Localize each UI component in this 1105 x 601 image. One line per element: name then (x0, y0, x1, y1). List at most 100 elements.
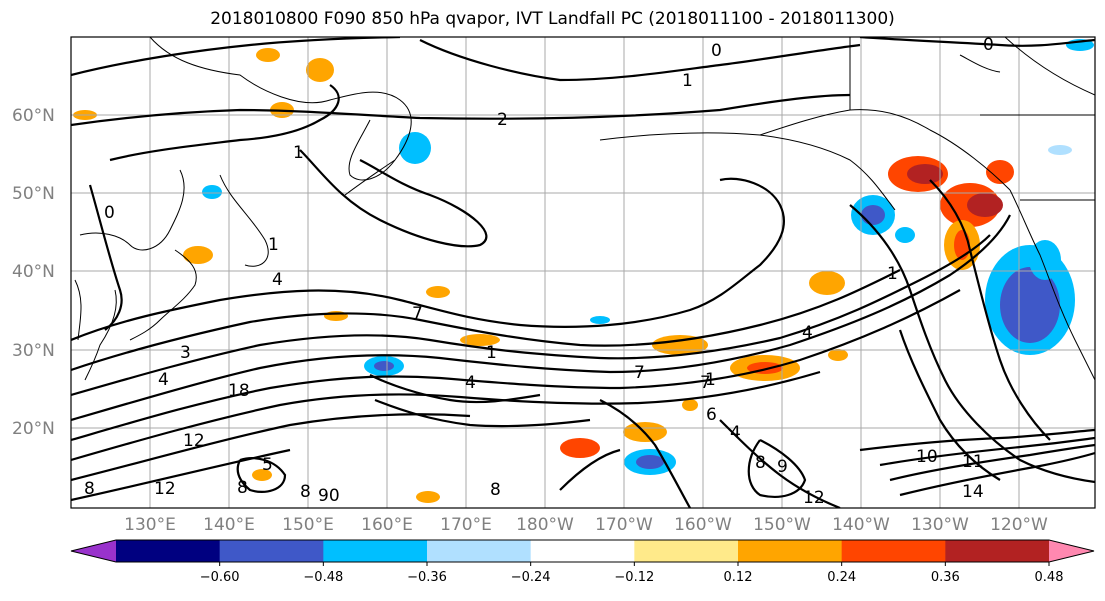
colorbar-tick-label: 0.24 (827, 570, 856, 585)
negative-anomaly-patch (861, 205, 885, 225)
contour-label: 1 (887, 264, 898, 284)
contour-label: 4 (802, 323, 813, 343)
lat-label: 40°N (12, 262, 55, 282)
positive-anomaly-patch (306, 58, 334, 82)
contour-label: 6 (706, 405, 717, 425)
colorbar-swatch (738, 540, 843, 562)
contour-label: 9 (777, 457, 788, 477)
positive-anomaly-patch (809, 271, 845, 295)
colorbar-tick-label: −0.24 (511, 570, 551, 585)
colorbar-tick-label: −0.36 (407, 570, 447, 585)
contour-label: 11 (962, 452, 984, 472)
colorbar-tick-label: 0.36 (931, 570, 960, 585)
colorbar-swatch (634, 540, 739, 562)
positive-anomaly-patch (907, 164, 943, 184)
colorbar-swatches (116, 540, 1050, 562)
negative-anomaly-patch (636, 455, 664, 469)
colorbar-swatch (945, 540, 1050, 562)
contour-label: 12 (154, 479, 176, 499)
negative-anomaly-patch (202, 185, 222, 199)
positive-anomaly-patch (256, 48, 280, 62)
negative-anomaly-patch (374, 361, 394, 371)
contour-label: 0 (711, 41, 722, 61)
lat-label: 30°N (12, 341, 55, 361)
contour-label: 4 (730, 423, 741, 443)
lat-label: 60°N (12, 106, 55, 126)
contour-label: 4 (158, 370, 169, 390)
negative-anomaly-patch (895, 227, 915, 243)
colorbar-swatch (427, 540, 532, 562)
map-frame (70, 36, 1096, 509)
colorbar-tick-label: 0.12 (724, 570, 753, 585)
contour-label: 7 (412, 304, 423, 324)
contour-label: 8 (300, 482, 311, 502)
colorbar-tick-label: 0.48 (1035, 570, 1064, 585)
contour-label-layer: 0 0 0 1 2 1 1 1 3 4 18 12 12 4 7 7 4 1 6… (84, 35, 994, 508)
lon-label: 160°E (361, 515, 413, 535)
contour-label: 1 (268, 235, 279, 255)
contour-label: 90 (318, 486, 340, 506)
contour-label: 14 (962, 482, 984, 502)
lon-label: 140°E (203, 515, 255, 535)
negative-anomaly-patch (1048, 145, 1072, 155)
colorbar-tick-label: −0.12 (614, 570, 654, 585)
colorbar-swatch (530, 540, 635, 562)
colorbar-tick-label: −0.48 (303, 570, 343, 585)
contour-label: 12 (803, 488, 825, 508)
contour-label: 8 (755, 453, 766, 473)
contour-label: 0 (983, 35, 994, 55)
contour-label: 5 (262, 455, 273, 475)
map-title: 2018010800 F090 850 hPa qvapor, IVT Land… (210, 9, 895, 29)
lat-label: 20°N (12, 419, 55, 439)
lon-label: 170°E (440, 515, 492, 535)
colorbar-swatch (841, 540, 946, 562)
longitude-labels: 130°E 140°E 150°E 160°E 170°E 180°W 170°… (124, 515, 1048, 535)
contour-label: 3 (180, 343, 191, 363)
contour-label: 10 (916, 447, 938, 467)
contour-label: 7 (634, 363, 645, 383)
positive-anomaly-patch (828, 349, 848, 361)
lon-label: 180°W (516, 515, 574, 535)
colorbar-extension-high (1049, 540, 1094, 562)
contour-label: 18 (228, 381, 250, 401)
positive-anomaly-patch (252, 469, 272, 481)
map-panel (71, 37, 1095, 508)
contour-label: 1 (486, 343, 497, 363)
lat-label: 50°N (12, 184, 55, 204)
negative-anomaly-patch (1000, 267, 1060, 343)
lon-label: 160°W (674, 515, 732, 535)
contour-label: 1 (705, 370, 716, 390)
contour-label: 8 (237, 478, 248, 498)
colorbar: −0.60 −0.48 −0.36 −0.24 −0.12 0.12 0.24 0.36 0.4… (70, 539, 1095, 585)
contour-label: 1 (682, 71, 693, 91)
positive-anomaly-patch (416, 491, 440, 503)
positive-anomaly-patch (460, 334, 500, 346)
negative-anomaly-patch (1029, 240, 1061, 280)
lon-label: 130°W (911, 515, 969, 535)
lon-label: 130°E (124, 515, 176, 535)
contour-label: 4 (465, 373, 476, 393)
contour-lines (71, 37, 1095, 508)
graticule (71, 37, 1095, 508)
colorbar-swatch (219, 540, 324, 562)
contour-label: 12 (183, 431, 205, 451)
lon-label: 120°W (990, 515, 1048, 535)
positive-anomaly-patch (560, 438, 600, 458)
lon-label: 140°W (832, 515, 890, 535)
contour-label: 4 (272, 270, 283, 290)
colorbar-extension-low (71, 540, 116, 562)
positive-anomaly-patch (986, 160, 1014, 184)
lon-label: 150°E (282, 515, 334, 535)
contour-label: 8 (84, 479, 95, 499)
positive-anomaly-patch (682, 399, 698, 411)
coastlines (74, 37, 1095, 381)
contour-label: 1 (293, 143, 304, 163)
positive-anomaly-patch (967, 193, 1003, 217)
contour-label: 7 (700, 373, 711, 393)
contour-label: 2 (497, 110, 508, 130)
negative-anomaly-patch (399, 132, 431, 164)
lon-label: 170°W (595, 515, 653, 535)
contour-label: 8 (490, 480, 501, 500)
positive-anomaly-patch (426, 286, 450, 298)
